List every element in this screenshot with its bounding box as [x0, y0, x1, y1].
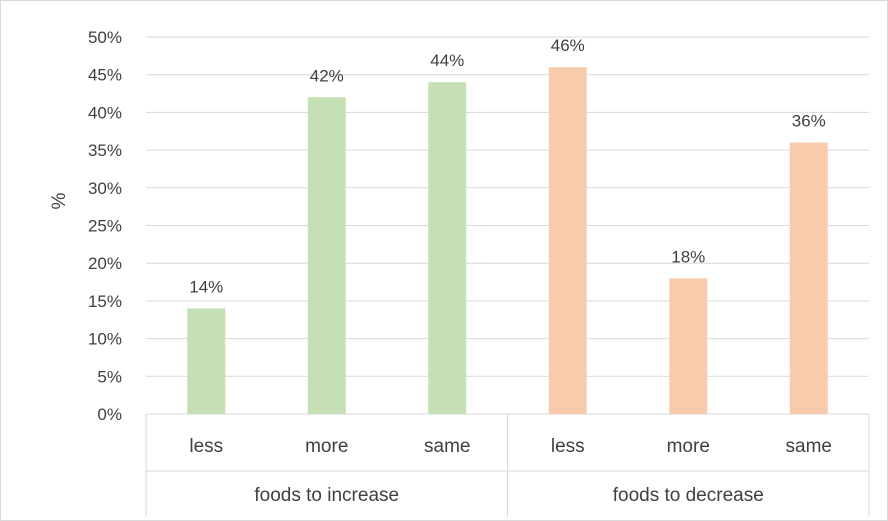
data-label: 14%: [189, 277, 223, 296]
y-tick-label: 15%: [88, 292, 122, 311]
data-label: 46%: [551, 36, 585, 55]
y-tick-label: 10%: [88, 330, 122, 349]
y-tick-label: 5%: [97, 367, 122, 386]
y-tick-label: 35%: [88, 141, 122, 160]
y-tick-label: 50%: [88, 28, 122, 47]
bars: [187, 67, 828, 415]
data-label: 44%: [430, 51, 464, 70]
bar: [789, 142, 828, 414]
gridlines: [145, 36, 870, 517]
x-tick-label: less: [189, 436, 223, 457]
y-axis-title: %: [49, 192, 70, 209]
bar: [307, 97, 346, 414]
y-tick-label: 30%: [88, 179, 122, 198]
data-label: 42%: [310, 66, 344, 85]
y-tick-label: 20%: [88, 254, 122, 273]
data-label: 36%: [792, 112, 826, 131]
x-tick-label: same: [786, 436, 832, 457]
x-tick-label: less: [551, 436, 585, 457]
x-tick-label: more: [305, 436, 348, 457]
y-tick-label: 45%: [88, 66, 122, 85]
bar: [548, 67, 587, 414]
y-tick-label: 25%: [88, 217, 122, 236]
x-tick-label: same: [424, 436, 470, 457]
labels: 0% 5% 10% 15% 20% 25% 30% 35% 40% 45% 50% 14% less 42…: [88, 28, 832, 506]
data-label: 18%: [671, 247, 705, 266]
y-tick-label: 0%: [97, 405, 122, 424]
bar: [428, 82, 467, 415]
group-label: foods to increase: [254, 485, 399, 506]
y-tick-label: 40%: [88, 103, 122, 122]
bar: [187, 308, 226, 414]
group-label: foods to decrease: [613, 485, 764, 506]
x-tick-label: more: [667, 436, 710, 457]
bar: [669, 278, 708, 414]
